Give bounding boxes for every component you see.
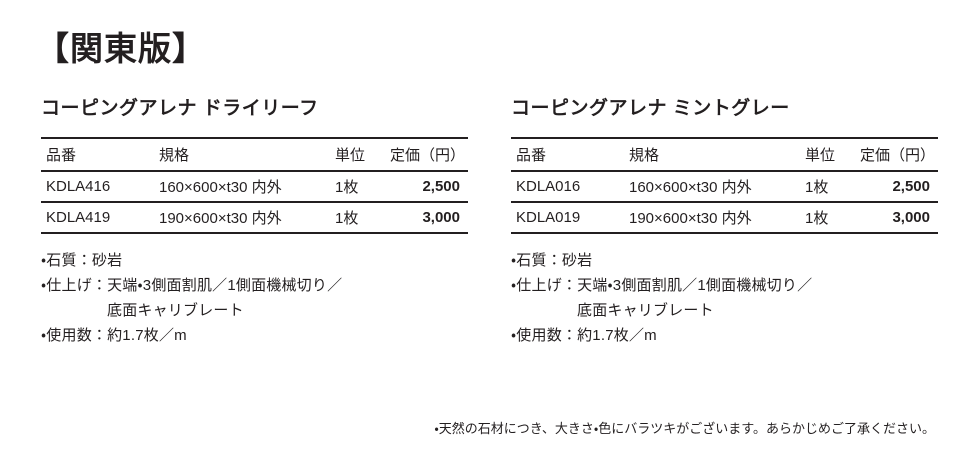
- column-header-unit: 単位: [805, 147, 836, 164]
- product-unit: 1枚: [805, 179, 829, 196]
- column-header-price: 定価（円）: [390, 147, 466, 164]
- product-code: KDLA016: [516, 178, 581, 195]
- product-title: コーピングアレナ ドライリーフ: [41, 98, 319, 119]
- column-header-product-code: 品番: [46, 147, 77, 164]
- product-unit: 1枚: [335, 179, 359, 196]
- natural-stone-disclaimer: ・天然の石材につき、大きさ・色にバラツキがございます。あらかじめご了承ください。: [434, 421, 935, 436]
- product-notes: ・石質：砂岩 ・仕上げ：天端・3側面割肌／1側面機械切り／ 底面キャリブレート …: [511, 248, 933, 348]
- note-finish: ・仕上げ：天端・3側面割肌／1側面機械切り／: [41, 277, 343, 294]
- product-unit: 1枚: [805, 210, 829, 227]
- column-header-spec: 規格: [629, 147, 660, 164]
- note-finish: ・仕上げ：天端・3側面割肌／1側面機械切り／: [511, 277, 813, 294]
- product-unit: 1枚: [335, 210, 359, 227]
- note-usage-count: ・使用数：約1.7枚／m: [41, 327, 187, 344]
- product-block-dry-leaf: コーピングアレナ ドライリーフ 品番 規格 単位 定価（円） KDLA416 1…: [41, 97, 468, 348]
- product-price: 3,000: [892, 209, 930, 226]
- product-title: コーピングアレナ ミントグレー: [511, 98, 790, 119]
- product-price: 2,500: [892, 178, 930, 195]
- product-price: 2,500: [422, 178, 460, 195]
- region-title: 【関東版】: [36, 30, 206, 67]
- table-row: KDLA419 190×600×t30 内外 1枚 3,000: [41, 202, 468, 233]
- column-header-price: 定価（円）: [860, 147, 936, 164]
- product-notes: ・石質：砂岩 ・仕上げ：天端・3側面割肌／1側面機械切り／ 底面キャリブレート …: [41, 248, 463, 348]
- product-code: KDLA416: [46, 178, 111, 195]
- table-row: KDLA019 190×600×t30 内外 1枚 3,000: [511, 202, 938, 233]
- table-row: KDLA016 160×600×t30 内外 1枚 2,500: [511, 171, 938, 202]
- table-header-row: 品番 規格 単位 定価（円）: [41, 138, 468, 171]
- column-header-product-code: 品番: [516, 147, 547, 164]
- note-stone-quality: ・石質：砂岩: [41, 252, 123, 269]
- column-header-spec: 規格: [159, 147, 190, 164]
- column-header-unit: 単位: [335, 147, 366, 164]
- table-row: KDLA416 160×600×t30 内外 1枚 2,500: [41, 171, 468, 202]
- note-stone-quality: ・石質：砂岩: [511, 252, 593, 269]
- product-spec: 190×600×t30 内外: [629, 210, 752, 227]
- product-price: 3,000: [422, 209, 460, 226]
- table-header-row: 品番 規格 単位 定価（円）: [511, 138, 938, 171]
- product-block-mint-gray: コーピングアレナ ミントグレー 品番 規格 単位 定価（円） KDLA016 1…: [511, 97, 938, 348]
- product-spec: 190×600×t30 内外: [159, 210, 282, 227]
- price-table: 品番 規格 単位 定価（円） KDLA016 160×600×t30 内外 1枚…: [511, 137, 938, 234]
- product-code: KDLA019: [516, 209, 581, 226]
- note-finish-continued: 底面キャリブレート: [107, 302, 244, 319]
- note-usage-count: ・使用数：約1.7枚／m: [511, 327, 657, 344]
- product-code: KDLA419: [46, 209, 111, 226]
- price-table: 品番 規格 単位 定価（円） KDLA416 160×600×t30 内外 1枚…: [41, 137, 468, 234]
- product-spec: 160×600×t30 内外: [159, 179, 282, 196]
- note-finish-continued: 底面キャリブレート: [577, 302, 714, 319]
- product-spec: 160×600×t30 内外: [629, 179, 752, 196]
